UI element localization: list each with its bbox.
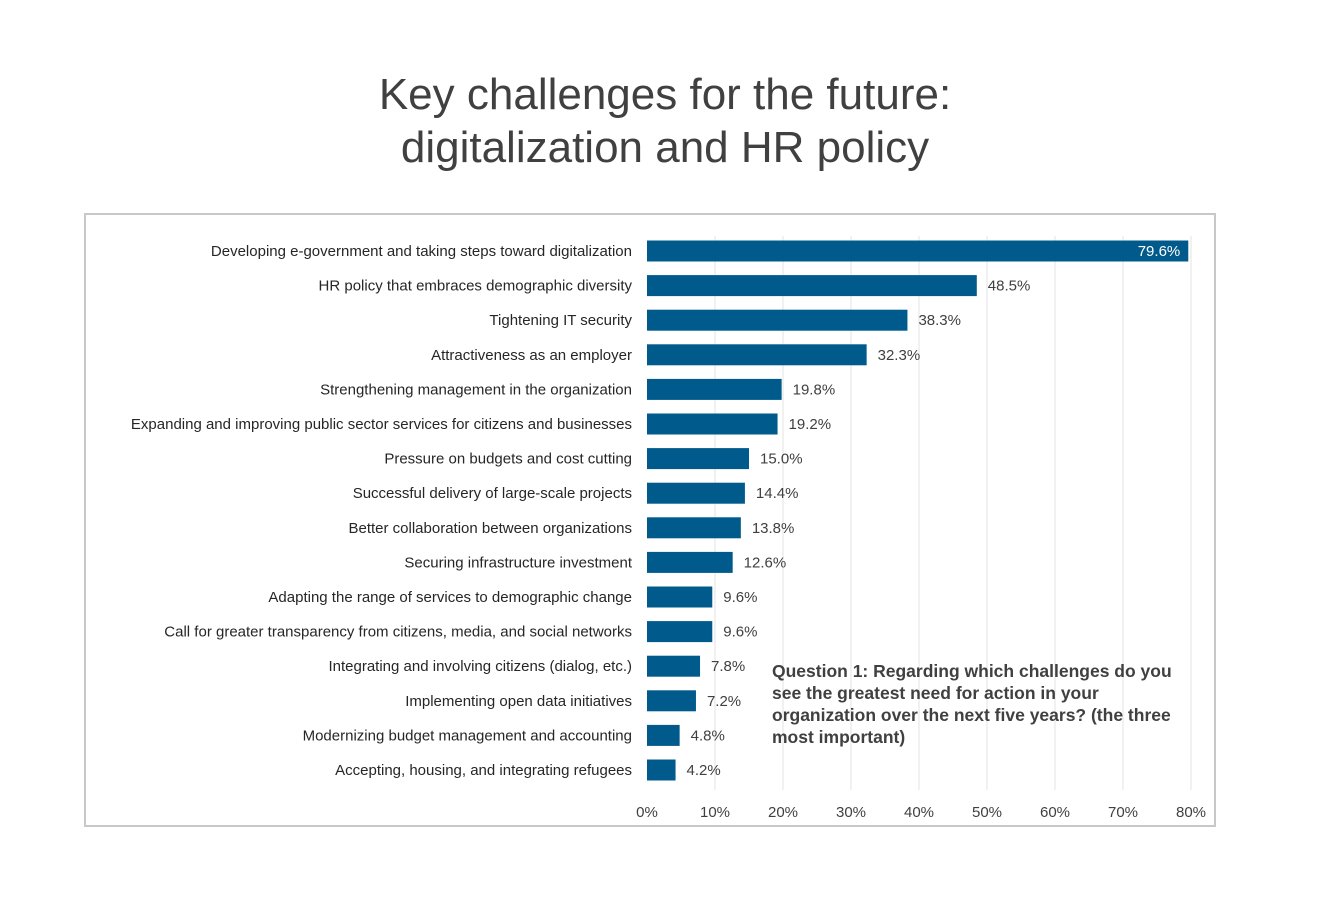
chart-title: Key challenges for the future: digitaliz… <box>0 68 1330 174</box>
bar <box>647 586 713 608</box>
data-label: 48.5% <box>988 278 1031 295</box>
data-label: 4.8% <box>691 727 725 744</box>
data-label: 13.8% <box>752 520 795 537</box>
value-labels: 79.6% 48.5% 38.3% 32.3% 19.8% 19.2% 15.0% 14.4%… <box>687 243 1181 779</box>
bar <box>647 344 867 366</box>
data-label: 9.6% <box>723 624 757 641</box>
category-labels: Developing e-government and taking steps… <box>131 243 633 779</box>
category-label: Better collaboration between organizatio… <box>348 520 632 537</box>
x-tick-label: 40% <box>904 804 934 821</box>
category-label: Strengthening management in the organiza… <box>320 381 632 398</box>
category-label: Call for greater transparency from citiz… <box>164 624 632 641</box>
x-tick-label: 80% <box>1176 804 1206 821</box>
category-label: Adapting the range of services to demogr… <box>268 589 632 606</box>
category-label: Securing infrastructure investment <box>404 554 632 571</box>
category-label: Tightening IT security <box>489 312 632 329</box>
bar <box>647 482 745 504</box>
category-label: Expanding and improving public sector se… <box>131 416 632 433</box>
data-label: 4.2% <box>687 762 721 779</box>
bar <box>647 448 749 470</box>
category-label: Successful delivery of large-scale proje… <box>353 485 632 502</box>
bar <box>647 275 977 297</box>
data-label: 79.6% <box>1138 243 1181 260</box>
data-label: 14.4% <box>756 485 799 502</box>
bars <box>647 240 1189 781</box>
x-tick-label: 0% <box>636 804 658 821</box>
category-label: Integrating and involving citizens (dial… <box>328 658 632 675</box>
x-tick-label: 30% <box>836 804 866 821</box>
category-label: Modernizing budget management and accoun… <box>303 727 632 744</box>
bar <box>647 724 680 746</box>
category-label: Pressure on budgets and cost cutting <box>384 451 632 468</box>
data-label: 15.0% <box>760 451 803 468</box>
bar <box>647 621 713 643</box>
bar <box>647 759 676 781</box>
data-label: 12.6% <box>744 554 787 571</box>
x-tick-label: 60% <box>1040 804 1070 821</box>
bar <box>647 309 908 331</box>
question-annotation: Question 1: Regarding which challenges d… <box>772 661 1172 747</box>
data-label: 7.2% <box>707 693 741 710</box>
bar <box>647 413 778 435</box>
bar <box>647 655 701 677</box>
data-label: 38.3% <box>918 312 961 329</box>
data-label: 19.2% <box>789 416 832 433</box>
chart-title-line-2: digitalization and HR policy <box>400 123 930 172</box>
bar <box>647 690 696 712</box>
data-label: 7.8% <box>711 658 745 675</box>
category-label: HR policy that embraces demographic dive… <box>319 278 633 295</box>
chart-frame <box>84 213 1216 827</box>
category-label: Implementing open data initiatives <box>405 693 632 710</box>
x-tick-label: 70% <box>1108 804 1138 821</box>
category-label: Developing e-government and taking steps… <box>211 243 632 260</box>
bar <box>647 240 1189 262</box>
x-tick-label: 20% <box>768 804 798 821</box>
data-label: 32.3% <box>878 347 921 364</box>
bar <box>647 517 741 539</box>
x-tick-label: 10% <box>700 804 730 821</box>
data-label: 19.8% <box>793 381 836 398</box>
x-axis-tick-labels: 0% 10% 20% 30% 40% 50% 60% 70% 80% <box>636 804 1206 821</box>
data-label: 9.6% <box>723 589 757 606</box>
category-label: Accepting, housing, and integrating refu… <box>335 762 632 779</box>
bar <box>647 378 782 400</box>
category-label: Attractiveness as an employer <box>431 347 632 364</box>
chart-title-line-1: Key challenges for the future: <box>378 70 952 119</box>
x-tick-label: 50% <box>972 804 1002 821</box>
bar <box>647 551 733 573</box>
